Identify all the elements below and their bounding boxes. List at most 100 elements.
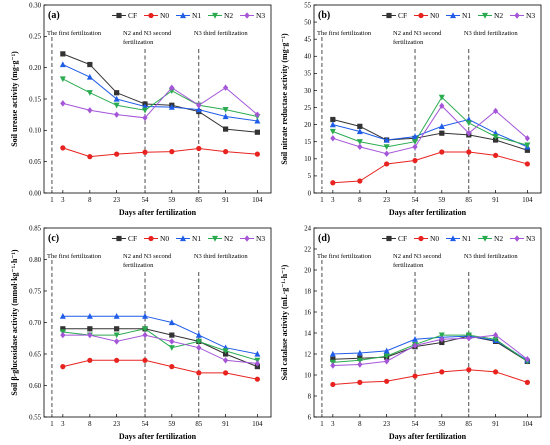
series-n3 [330, 102, 530, 157]
data-point-n1 [86, 313, 93, 319]
series-line-n2 [332, 334, 528, 363]
data-point-n3 [412, 143, 418, 151]
legend-label-n1: N1 [462, 234, 471, 243]
legend-marker-n2 [212, 12, 218, 19]
x-tick-label: 91 [492, 421, 499, 428]
annotation-second-fertilization-line2: fertilization [123, 39, 154, 46]
annotation-first-fertilization: The first fertilization [317, 253, 372, 260]
data-point-n2 [492, 134, 499, 140]
data-point-n0 [142, 149, 148, 155]
x-tick-label: 3 [61, 197, 65, 204]
data-point-n2 [195, 338, 202, 345]
annotation-third-fertilization: N3 third fertilization [194, 253, 249, 260]
x-tick-label: 59 [168, 421, 175, 428]
y-tick-label: 50 [304, 19, 311, 26]
legend-label-n0: N0 [160, 11, 169, 20]
x-tick-label: 85 [195, 197, 202, 204]
series-line-cf [332, 119, 528, 151]
x-tick-label: 91 [222, 197, 229, 204]
data-point-n0 [493, 152, 499, 158]
x-tick-label: 3 [61, 421, 65, 428]
plot-frame [313, 4, 542, 194]
series-line-n3 [332, 334, 528, 367]
series-line-cf [62, 328, 258, 368]
y-tick-label: 0.65 [29, 351, 41, 358]
series-n1 [59, 313, 261, 357]
x-tick-label: 1 [320, 197, 323, 204]
x-tick-label: 8 [88, 197, 92, 204]
data-point-n2 [329, 128, 336, 135]
data-point-n1 [356, 128, 363, 135]
legend-marker-n2 [482, 235, 488, 242]
data-point-n0 [357, 178, 363, 184]
annotation-second-fertilization-line2: fertilization [393, 262, 424, 269]
data-point-n1 [168, 103, 175, 110]
data-point-n3 [493, 107, 499, 115]
x-tick-label: 85 [195, 421, 202, 428]
legend-label-n3: N3 [256, 11, 265, 20]
y-tick-label: 0.55 [29, 414, 41, 421]
x-axis-label: Days after fertilization [389, 208, 467, 217]
x-tick-label: 104 [252, 421, 263, 428]
y-tick-label: 0.30 [29, 2, 41, 9]
legend-marker-cf [116, 12, 122, 19]
legend-marker-n0 [418, 12, 424, 19]
legend-label-cf: CF [398, 234, 407, 243]
x-tick-label: 1 [50, 197, 53, 204]
legend-marker-n1 [180, 235, 186, 242]
data-point-cf [87, 326, 93, 332]
legend-marker-n0 [148, 235, 154, 242]
y-tick-label: 18 [304, 288, 311, 295]
y-tick-label: 5 [308, 173, 312, 180]
data-point-n3 [60, 331, 66, 339]
data-point-n2 [86, 90, 93, 96]
x-tick-label: 8 [358, 421, 362, 428]
legend-marker-n1 [450, 235, 456, 242]
data-point-n3 [384, 358, 390, 365]
annotation-second-fertilization: N2 and N3 second [393, 253, 442, 260]
y-tick-label: 20 [304, 267, 311, 274]
data-point-n0 [412, 373, 418, 379]
data-point-n3 [357, 361, 363, 368]
series-n0 [330, 367, 530, 388]
data-point-cf [114, 326, 120, 332]
data-point-cf [357, 123, 363, 129]
data-point-n3 [466, 335, 472, 342]
y-axis-label: Soil urease activity (mg·g⁻¹) [10, 51, 19, 147]
data-point-n2 [113, 332, 120, 339]
x-tick-label: 23 [383, 421, 390, 428]
legend-marker-n2 [482, 12, 488, 19]
data-point-cf [524, 147, 530, 153]
legend-label-n2: N2 [494, 11, 503, 20]
data-point-n2 [222, 348, 229, 355]
data-point-n0 [330, 180, 336, 186]
legend-marker-cf [116, 235, 122, 242]
data-point-n1 [113, 313, 120, 319]
data-point-n3 [142, 114, 148, 121]
series-line-n0 [332, 369, 528, 385]
data-point-n1 [438, 123, 445, 129]
x-tick-label: 85 [465, 197, 472, 204]
data-point-n1 [59, 313, 66, 319]
data-point-cf [169, 332, 175, 338]
data-point-n2 [438, 332, 445, 339]
series-line-n1 [332, 118, 528, 148]
series-n0 [60, 145, 260, 160]
data-point-n3 [524, 356, 530, 363]
series-line-cf [62, 53, 258, 133]
annotation-second-fertilization-line2: fertilization [393, 39, 424, 46]
data-point-n3 [223, 357, 229, 364]
legend-label-n1: N1 [192, 234, 201, 243]
data-point-n2 [465, 120, 472, 127]
data-point-n0 [466, 367, 472, 373]
series-n3 [60, 84, 260, 121]
y-tick-label: 6 [308, 414, 312, 421]
y-tick-label: 15 [304, 139, 311, 146]
chart-panel-a: 0.00 0.05 0.10 0.15 0.20 0.25 0.30 1 3 8 23 54 59 85 9… [10, 2, 272, 217]
data-point-n3 [114, 111, 120, 118]
data-point-n0 [466, 149, 472, 155]
series-line-n0 [62, 359, 258, 380]
legend-label-n3: N3 [256, 234, 265, 243]
series-n2 [329, 332, 531, 366]
y-tick-label: 0.20 [29, 65, 41, 72]
